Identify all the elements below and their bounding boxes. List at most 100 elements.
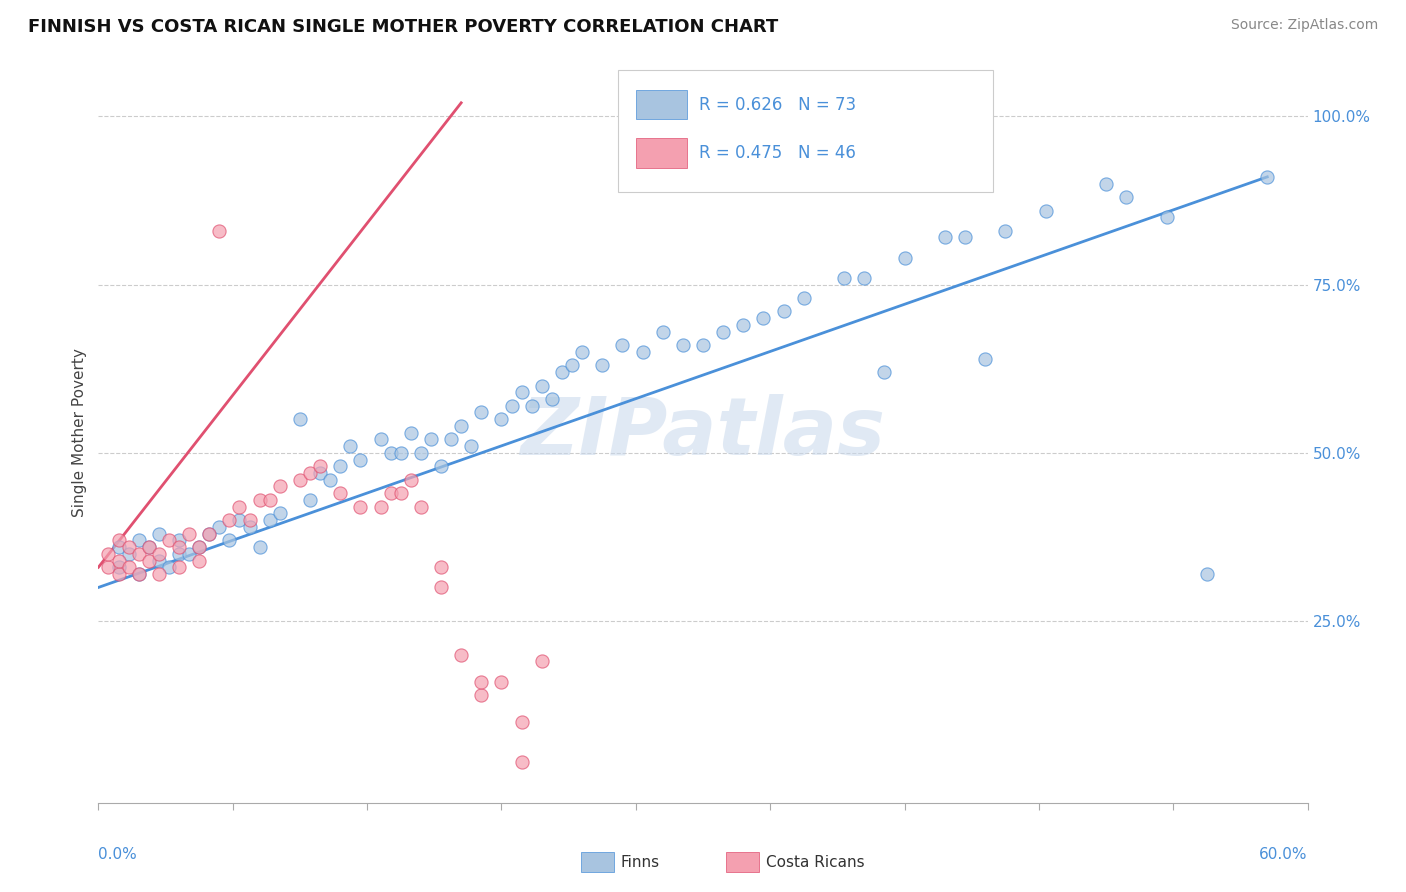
Point — [934, 230, 956, 244]
Point — [1156, 211, 1178, 225]
Point — [1195, 566, 1218, 581]
Point — [612, 338, 634, 352]
Point — [138, 540, 160, 554]
Point — [711, 325, 734, 339]
Point — [188, 540, 211, 554]
Point — [228, 513, 250, 527]
Point — [832, 270, 855, 285]
Point — [510, 385, 533, 400]
Point — [309, 466, 332, 480]
Point — [148, 553, 170, 567]
Point — [389, 486, 412, 500]
Point — [551, 365, 574, 379]
Point — [561, 359, 583, 373]
Point — [259, 492, 281, 507]
Point — [399, 425, 422, 440]
Text: R = 0.626   N = 73: R = 0.626 N = 73 — [699, 95, 856, 113]
Point — [218, 533, 240, 548]
Point — [167, 547, 190, 561]
Point — [510, 756, 533, 770]
Point — [299, 492, 322, 507]
Point — [167, 540, 190, 554]
Point — [167, 560, 190, 574]
Point — [138, 553, 160, 567]
Point — [167, 533, 190, 548]
Y-axis label: Single Mother Poverty: Single Mother Poverty — [72, 348, 87, 517]
Point — [491, 412, 513, 426]
Point — [540, 392, 562, 406]
Point — [672, 338, 695, 352]
Point — [319, 473, 342, 487]
Point — [107, 540, 129, 554]
Point — [873, 365, 896, 379]
Point — [179, 526, 201, 541]
Point — [370, 500, 392, 514]
FancyBboxPatch shape — [619, 70, 993, 192]
Point — [631, 344, 654, 359]
Point — [853, 270, 876, 285]
Point — [430, 560, 453, 574]
Point — [107, 553, 129, 567]
Point — [179, 547, 201, 561]
Point — [288, 412, 311, 426]
Point — [389, 446, 412, 460]
Point — [501, 399, 523, 413]
Point — [470, 688, 492, 702]
Point — [591, 359, 613, 373]
Point — [188, 540, 211, 554]
Point — [399, 473, 422, 487]
Point — [228, 500, 250, 514]
FancyBboxPatch shape — [637, 138, 688, 168]
Point — [470, 405, 492, 419]
Point — [339, 439, 361, 453]
Point — [460, 439, 482, 453]
Point — [138, 540, 160, 554]
Point — [530, 655, 553, 669]
Point — [118, 560, 141, 574]
Text: Finns: Finns — [621, 855, 659, 870]
Point — [1095, 177, 1118, 191]
Point — [409, 500, 432, 514]
Point — [571, 344, 593, 359]
Point — [450, 648, 472, 662]
Point — [107, 560, 129, 574]
FancyBboxPatch shape — [637, 90, 688, 120]
Point — [1035, 203, 1057, 218]
Point — [128, 566, 150, 581]
FancyBboxPatch shape — [581, 853, 613, 872]
Point — [1115, 190, 1137, 204]
Point — [420, 433, 443, 447]
Point — [329, 459, 352, 474]
Point — [188, 553, 211, 567]
Point — [239, 513, 262, 527]
Point — [299, 466, 322, 480]
Point — [380, 446, 402, 460]
Point — [380, 486, 402, 500]
Point — [249, 492, 271, 507]
Point — [97, 560, 120, 574]
Point — [329, 486, 352, 500]
Text: Source: ZipAtlas.com: Source: ZipAtlas.com — [1230, 18, 1378, 32]
Point — [128, 566, 150, 581]
Point — [370, 433, 392, 447]
Point — [470, 674, 492, 689]
Point — [269, 479, 291, 493]
Point — [1256, 169, 1278, 184]
Point — [309, 459, 332, 474]
Point — [128, 547, 150, 561]
Point — [530, 378, 553, 392]
Point — [157, 533, 180, 548]
Point — [430, 459, 453, 474]
Point — [118, 547, 141, 561]
Point — [208, 224, 231, 238]
Point — [239, 520, 262, 534]
Text: 60.0%: 60.0% — [1260, 847, 1308, 863]
Point — [157, 560, 180, 574]
Point — [218, 513, 240, 527]
Point — [198, 526, 221, 541]
Point — [198, 526, 221, 541]
Point — [208, 520, 231, 534]
Point — [259, 513, 281, 527]
FancyBboxPatch shape — [725, 853, 759, 872]
Point — [733, 318, 755, 332]
